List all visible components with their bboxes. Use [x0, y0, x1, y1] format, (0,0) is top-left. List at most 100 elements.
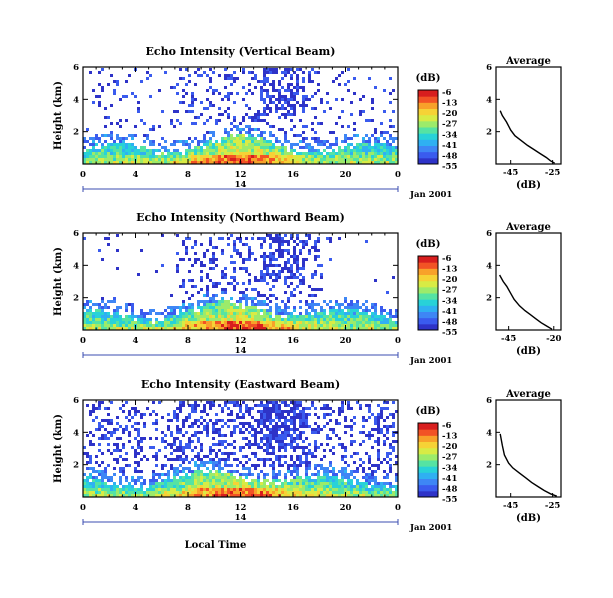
heatmap-cell: [299, 401, 302, 404]
heatmap-cell: [290, 485, 293, 488]
heatmap-cell: [371, 315, 374, 318]
heatmap-cell: [86, 488, 89, 491]
heatmap-cell: [188, 297, 191, 300]
heatmap-cell: [272, 482, 275, 485]
heatmap-cell: [392, 449, 395, 452]
heatmap-cell: [281, 300, 284, 303]
heatmap-cell: [341, 482, 344, 485]
heatmap-cell: [332, 315, 335, 318]
heatmap-cell: [179, 309, 182, 312]
heatmap-cell: [200, 479, 203, 482]
heatmap-cell: [176, 158, 179, 161]
heatmap-cell: [179, 470, 182, 473]
heatmap-cell: [290, 428, 293, 431]
heatmap-cell: [341, 473, 344, 476]
heatmap-cell: [341, 315, 344, 318]
heatmap-cell: [212, 146, 215, 149]
heatmap-cell: [260, 161, 263, 164]
heatmap-cell: [383, 434, 386, 437]
heatmap-cell: [332, 410, 335, 413]
heatmap-cell: [332, 491, 335, 494]
heatmap-cell: [224, 267, 227, 270]
heatmap-cell: [365, 482, 368, 485]
heatmap-cell: [281, 312, 284, 315]
heatmap-cell: [254, 152, 257, 155]
heatmap-cell: [284, 428, 287, 431]
heatmap-cell: [392, 422, 395, 425]
heatmap-cell: [242, 309, 245, 312]
heatmap-cell: [344, 315, 347, 318]
heatmap-cell: [221, 488, 224, 491]
heatmap-cell: [281, 494, 284, 497]
heatmap-cell: [245, 473, 248, 476]
x-tick-label: 20: [340, 503, 352, 513]
heatmap-cell: [254, 116, 257, 119]
heatmap-cell: [185, 458, 188, 461]
heatmap-cell: [278, 410, 281, 413]
heatmap-cell: [104, 140, 107, 143]
heatmap-cell: [356, 321, 359, 324]
heatmap-cell: [107, 134, 110, 137]
heatmap-cell: [206, 431, 209, 434]
heatmap-cell: [86, 321, 89, 324]
heatmap-cell: [257, 143, 260, 146]
heatmap-cell: [323, 482, 326, 485]
heatmap-cell: [194, 479, 197, 482]
heatmap-cell: [371, 312, 374, 315]
heatmap-cell: [209, 473, 212, 476]
heatmap: [83, 234, 398, 330]
heatmap-cell: [269, 276, 272, 279]
heatmap-cell: [290, 77, 293, 80]
heatmap-cell: [275, 488, 278, 491]
heatmap-cell: [242, 119, 245, 122]
heatmap-cell: [200, 243, 203, 246]
heatmap-cell: [203, 71, 206, 74]
heatmap-cell: [329, 258, 332, 261]
heatmap-cell: [269, 243, 272, 246]
heatmap-cell: [95, 470, 98, 473]
heatmap-cell: [239, 303, 242, 306]
heatmap-cell: [326, 494, 329, 497]
heatmap-cell: [248, 246, 251, 249]
colorbar-swatch: [418, 262, 438, 269]
heatmap-cell: [116, 428, 119, 431]
heatmap-cell: [257, 464, 260, 467]
heatmap-cell: [227, 452, 230, 455]
heatmap-cell: [386, 143, 389, 146]
heatmap-cell: [182, 282, 185, 285]
heatmap-cell: [164, 318, 167, 321]
heatmap-cell: [200, 321, 203, 324]
heatmap-cell: [266, 80, 269, 83]
heatmap-cell: [284, 261, 287, 264]
heatmap-cell: [389, 464, 392, 467]
heatmap-cell: [83, 312, 86, 315]
heatmap-cell: [206, 321, 209, 324]
heatmap-cell: [278, 116, 281, 119]
heatmap-cell: [218, 443, 221, 446]
heatmap-cell: [278, 246, 281, 249]
heatmap-cell: [299, 491, 302, 494]
heatmap-cell: [233, 485, 236, 488]
heatmap-cell: [284, 410, 287, 413]
heatmap-cell: [179, 68, 182, 71]
heatmap-cell: [296, 485, 299, 488]
heatmap-cell: [116, 134, 119, 137]
heatmap-cell: [191, 279, 194, 282]
heatmap-cell: [305, 461, 308, 464]
heatmap-cell: [230, 324, 233, 327]
heatmap-cell: [371, 318, 374, 321]
x-tick-label: 0: [395, 336, 401, 346]
heatmap-cell: [89, 455, 92, 458]
heatmap-cell: [107, 321, 110, 324]
heatmap-cell: [251, 303, 254, 306]
heatmap-cell: [245, 321, 248, 324]
heatmap-cell: [227, 473, 230, 476]
heatmap-cell: [215, 258, 218, 261]
heatmap-cell: [152, 488, 155, 491]
heatmap-cell: [377, 422, 380, 425]
heatmap-cell: [344, 431, 347, 434]
heatmap-cell: [149, 491, 152, 494]
heatmap-cell: [296, 243, 299, 246]
heatmap-cell: [356, 146, 359, 149]
heatmap-cell: [386, 452, 389, 455]
